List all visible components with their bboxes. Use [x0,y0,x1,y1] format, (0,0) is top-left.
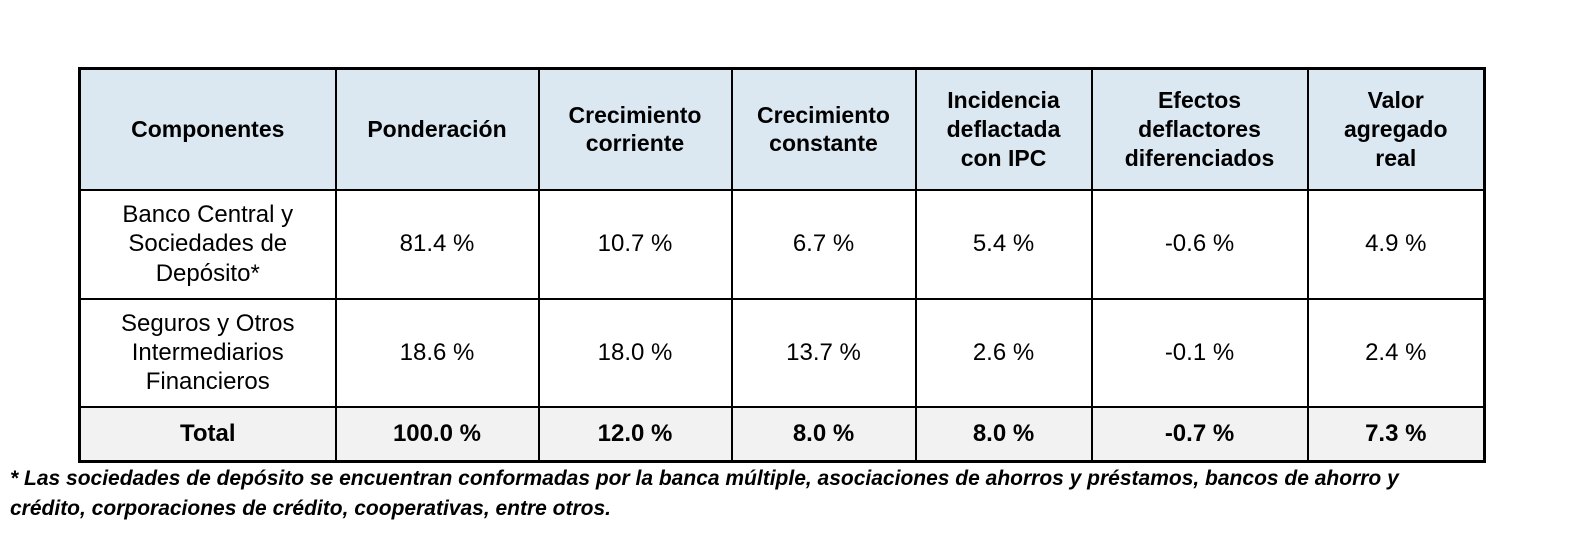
cell-value: 2.4 % [1306,297,1486,408]
cell-value: 81.4 % [334,188,540,300]
footnote: * Las sociedades de depósito se encuentr… [10,467,1399,520]
col-header-valor-agregado-real: Valor agregado real [1306,67,1486,191]
table-row-seguros: Seguros y Otros Intermediarios Financier… [78,297,1486,408]
header-row: Componentes Ponderación Crecimiento corr… [78,67,1486,191]
total-value: -0.7 % [1090,405,1309,463]
total-label: Total [78,405,337,463]
table-row-total: Total 100.0 % 12.0 % 8.0 % 8.0 % -0.7 % … [78,405,1486,463]
row-label: Banco Central y Sociedades de Depósito* [78,188,337,300]
total-value: 8.0 % [730,405,917,463]
total-value: 12.0 % [537,405,733,463]
col-header-crecimiento-constante: Crecimiento constante [730,67,917,191]
total-value: 7.3 % [1306,405,1486,463]
cell-value: -0.6 % [1090,188,1309,300]
col-header-componentes: Componentes [78,67,337,191]
col-header-ponderacion: Ponderación [334,67,540,191]
cell-value: 10.7 % [537,188,733,300]
col-header-crecimiento-corriente: Crecimiento corriente [537,67,733,191]
cell-value: 18.6 % [334,297,540,408]
table-row-banco-central: Banco Central y Sociedades de Depósito* … [78,188,1486,300]
cell-value: 6.7 % [730,188,917,300]
col-header-efectos-deflactores: Efectos deflactores diferenciados [1090,67,1309,191]
cell-value: 2.6 % [914,297,1093,408]
total-value: 8.0 % [914,405,1093,463]
cell-value: -0.1 % [1090,297,1309,408]
cell-value: 18.0 % [537,297,733,408]
col-header-incidencia-deflactada: Incidencia deflactada con IPC [914,67,1093,191]
financial-components-table: Componentes Ponderación Crecimiento corr… [78,67,1486,463]
cell-value: 13.7 % [730,297,917,408]
cell-value: 4.9 % [1306,188,1486,300]
row-label: Seguros y Otros Intermediarios Financier… [78,297,337,408]
components-table-container: Componentes Ponderación Crecimiento corr… [78,67,1486,463]
cell-value: 5.4 % [914,188,1093,300]
total-value: 100.0 % [334,405,540,463]
